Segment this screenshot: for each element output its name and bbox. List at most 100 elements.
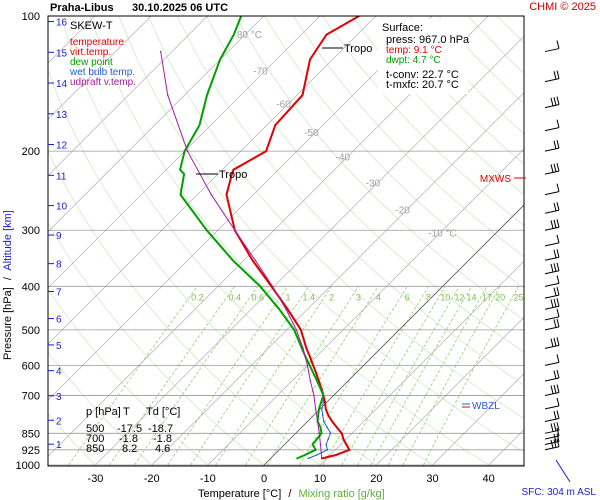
altitude-tick-label: 13 (56, 110, 68, 121)
mixing-ratio-label: 0.4 (228, 292, 241, 302)
barb-staff (544, 435, 560, 440)
level-table: p [hPa] T Td [°C] 500 -17.5 -18.7 700 -1… (86, 406, 180, 455)
series-point (309, 380, 312, 382)
wind-barb (544, 163, 560, 175)
temperature-tick-label: 30 (426, 473, 438, 485)
barb-staff (544, 242, 560, 247)
barb-staff (544, 294, 560, 299)
barb-flag (556, 96, 560, 105)
mixing-ratio-label: 10 (440, 292, 450, 302)
table-row: 850 8.2 4.6 (86, 443, 170, 455)
pressure-tick-label: 500 (22, 325, 40, 337)
zero-isotherm (263, 204, 524, 466)
table-header-p: p [hPa] (86, 406, 121, 418)
mxws-label: MXWS (480, 174, 511, 185)
station-name: Praha-Libus (50, 2, 114, 14)
mixing-ratio-label: 1.4 (303, 292, 316, 302)
dry-adiabat (205, 16, 524, 353)
barb-flag (556, 397, 560, 407)
mixing-ratio-label: 17 (482, 292, 492, 302)
isotherm-label: -70 (253, 67, 268, 78)
barb-flag (556, 249, 560, 258)
tropopause-marker-upper: Tropo (322, 43, 372, 55)
barb-staff (544, 344, 560, 349)
sfc-label: SFC: 304 m ASL (522, 487, 597, 498)
barb-flag (553, 219, 557, 228)
pressure-tick-label: 850 (22, 428, 40, 440)
mixing-ratio-line (245, 286, 359, 466)
barb-staff (544, 405, 560, 410)
altitude-tick-label: 16 (56, 18, 68, 29)
series-point (301, 347, 303, 350)
barb-flag (553, 439, 557, 448)
mixing-ratio-label: 1 (285, 292, 290, 302)
barb-flag (556, 354, 560, 363)
series-point (322, 394, 325, 397)
mixing-ratio-label: 3 (356, 292, 361, 302)
barb-staff (544, 391, 560, 396)
wind-barb (544, 70, 560, 83)
legend: SKEW-T temperature virt.temp. dew point … (69, 20, 136, 88)
wind-barb (544, 410, 560, 422)
mixing-ratio-label: 6 (405, 292, 410, 302)
series-point (300, 329, 302, 331)
series-point (306, 364, 309, 367)
series-point (233, 33, 235, 36)
table-cell: -18.7 (148, 423, 173, 435)
series-point (320, 408, 323, 410)
series-point (316, 380, 318, 382)
dry-adiabat (467, 16, 524, 74)
altitude-tick-label: 7 (56, 287, 62, 298)
temperature-tick-label: -10 (200, 473, 216, 485)
mixing-ratio-line (357, 286, 460, 466)
x-axis-temp: Temperature [°C] (198, 488, 281, 500)
barb-staff (544, 226, 560, 231)
barb-flag (553, 337, 557, 347)
altitude-tick-label: 8 (56, 260, 62, 271)
y-axis-pressure: Pressure [hPa] (2, 287, 14, 360)
series-point (326, 426, 329, 429)
wind-barb (544, 427, 560, 440)
barb-staff (544, 209, 560, 214)
wind-barb (544, 183, 560, 196)
copyright: CHMI © 2025 (529, 1, 596, 13)
isotherm-line (48, 16, 433, 401)
isotherm-line (48, 16, 377, 345)
surface-info-box: Surface: press: 967.0 hPa temp: 9.1 °C d… (378, 19, 470, 94)
dry-adiabat (293, 16, 524, 257)
barb-flag (553, 263, 557, 272)
surface-press: press: 967.0 hPa (386, 34, 470, 46)
barb-staff (544, 326, 560, 331)
altitude-tick-label: 2 (56, 416, 62, 427)
series-point (313, 394, 315, 397)
series-point (274, 124, 277, 126)
series-point (205, 229, 208, 232)
isotherm-line (319, 260, 524, 466)
barb-staff (544, 377, 560, 382)
temperature-tick-labels: -30 -20 -10 0 10 20 30 40 (88, 473, 495, 485)
barb-flag (550, 385, 554, 394)
barb-flag (556, 298, 560, 307)
y-axis-title: Pressure [hPa] / Altitude [km] (2, 210, 14, 360)
surface-title: Surface: (382, 22, 423, 34)
altitude-tick-label: 12 (56, 141, 68, 152)
series-point (206, 94, 208, 96)
series-point (345, 443, 348, 446)
mixing-ratio-label: 4 (376, 292, 381, 302)
series-point (286, 308, 289, 311)
barb-flag (550, 439, 554, 449)
temperature-tick-label: -30 (88, 473, 104, 485)
pressure-tick-label: 925 (22, 445, 40, 457)
sounding-datetime: 30.10.2025 06 UTC (132, 2, 228, 14)
altitude-tick-label: 10 (56, 202, 68, 213)
dry-adiabat (496, 16, 524, 44)
wbzl-marker: WBZL (462, 401, 500, 412)
barb-flag (553, 433, 557, 443)
series-point (315, 372, 318, 375)
series-point (331, 420, 334, 423)
wind-barb (544, 384, 560, 396)
series-point (251, 259, 254, 262)
altitude-tick-label: 4 (56, 367, 62, 378)
barb-flag (553, 319, 557, 328)
dry-adiabat (176, 16, 524, 386)
